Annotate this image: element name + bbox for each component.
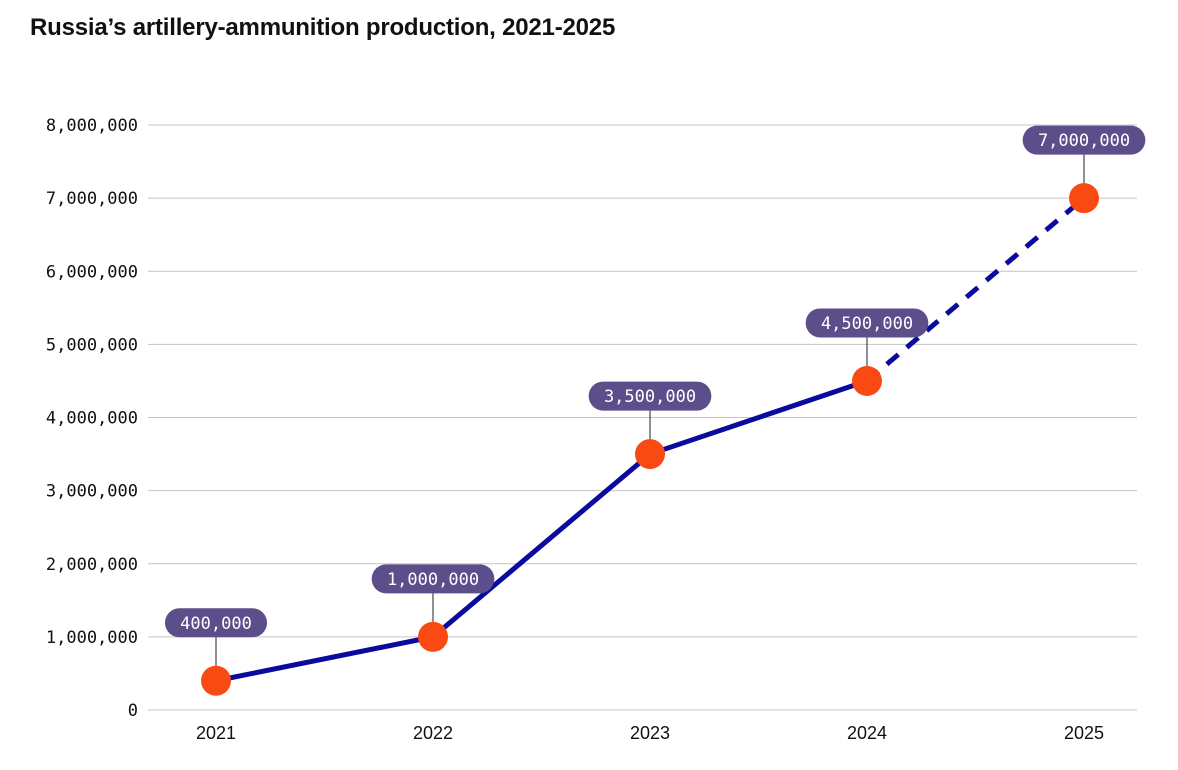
data-label-badge bbox=[164, 608, 268, 638]
x-tick-label: 2023 bbox=[630, 723, 670, 743]
chart-title: Russia’s artillery-ammunition production… bbox=[30, 14, 616, 41]
y-tick-label: 0 bbox=[128, 701, 138, 721]
y-tick-label: 5,000,000 bbox=[46, 335, 138, 355]
x-tick-label: 2024 bbox=[847, 723, 887, 743]
y-tick-label: 4,000,000 bbox=[46, 409, 138, 429]
data-point bbox=[1069, 183, 1099, 214]
data-point bbox=[418, 621, 448, 652]
y-tick-label: 6,000,000 bbox=[46, 262, 138, 282]
y-tick-label: 1,000,000 bbox=[46, 628, 138, 648]
data-label: 400,000 bbox=[180, 614, 252, 634]
data-label-badge bbox=[371, 564, 495, 594]
x-tick-label: 2022 bbox=[413, 723, 453, 743]
data-label: 4,500,000 bbox=[821, 314, 913, 334]
y-tick-label: 3,000,000 bbox=[46, 482, 138, 502]
data-label: 7,000,000 bbox=[1038, 131, 1130, 151]
series-line bbox=[215, 378, 868, 684]
data-label-badge bbox=[805, 308, 929, 338]
y-tick-label: 8,000,000 bbox=[46, 116, 138, 136]
data-point bbox=[635, 439, 665, 470]
x-tick-label: 2025 bbox=[1064, 723, 1104, 743]
series-line-projected bbox=[865, 196, 1086, 383]
data-label: 3,500,000 bbox=[604, 387, 696, 407]
data-label: 1,000,000 bbox=[387, 570, 479, 590]
data-label-badge bbox=[588, 381, 712, 411]
y-tick-label: 7,000,000 bbox=[46, 189, 138, 209]
y-tick-label: 2,000,000 bbox=[46, 555, 138, 575]
data-label-badge bbox=[1022, 125, 1146, 155]
x-tick-label: 2021 bbox=[196, 723, 236, 743]
data-point bbox=[852, 365, 882, 396]
data-point bbox=[201, 665, 231, 696]
